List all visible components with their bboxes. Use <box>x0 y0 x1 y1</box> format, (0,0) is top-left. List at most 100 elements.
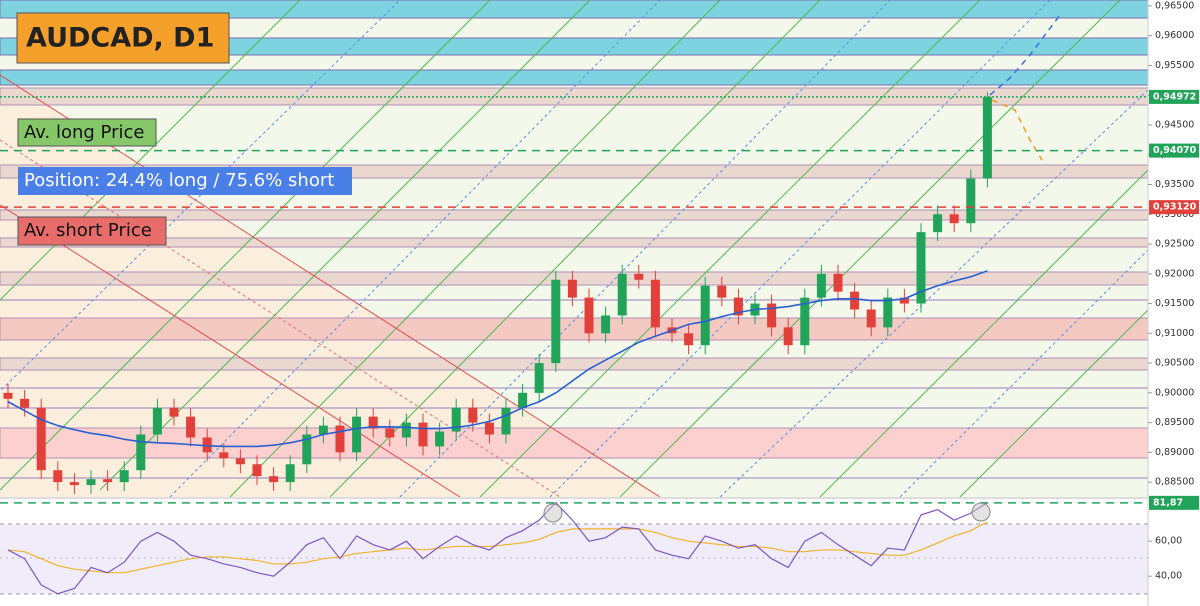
marks <box>0 92 1148 595</box>
candle-body <box>269 476 279 483</box>
channel-mid-lines <box>0 0 1148 497</box>
chart-title: AUDCAD, D1 <box>26 23 214 54</box>
candle-body <box>235 458 245 465</box>
y-tick-label: 40,00 <box>1155 571 1182 582</box>
candle-body <box>551 279 561 364</box>
candle-body <box>252 464 262 477</box>
candle-body <box>584 297 594 334</box>
y-tick-label: 0,91000 <box>1155 328 1194 339</box>
price-tag <box>1149 89 1199 104</box>
candle-body <box>966 178 976 224</box>
candle-body <box>36 407 46 471</box>
candle-body <box>418 422 428 447</box>
price-tag-label: 0,94972 <box>1153 91 1196 102</box>
candle-body <box>451 407 461 432</box>
price-tag <box>1149 143 1199 158</box>
candle-body <box>385 428 395 438</box>
candle-body <box>152 407 162 435</box>
candle-body <box>717 285 727 298</box>
rsi-band <box>0 524 1148 594</box>
candle-body <box>634 273 644 280</box>
zone <box>0 209 1148 221</box>
price-tag <box>1149 495 1199 510</box>
candle-body <box>767 303 777 328</box>
zone <box>0 317 1148 341</box>
background-zones <box>0 0 1148 497</box>
candle-body <box>518 392 528 408</box>
candle-body <box>601 315 611 334</box>
candle-body <box>119 470 129 483</box>
candle-body <box>684 333 694 346</box>
candle-body <box>949 214 959 224</box>
price-tag-label: 81,87 <box>1153 497 1183 508</box>
candle-body <box>86 479 96 486</box>
y-tick-label: 0,93000 <box>1155 209 1194 220</box>
candle-body <box>783 327 793 346</box>
rsi-peak-marker <box>971 502 991 522</box>
y-tick-label: 0,89500 <box>1155 417 1194 428</box>
candle-body <box>816 273 826 298</box>
y-tick-label: 0,93500 <box>1155 179 1194 190</box>
candle-body <box>186 416 196 438</box>
annotation-box <box>17 118 157 147</box>
zone <box>0 37 1148 56</box>
candle-body <box>866 309 876 328</box>
candle-body <box>617 273 627 316</box>
candle-body <box>833 273 843 292</box>
y-tick-label: 0,96000 <box>1155 30 1194 41</box>
candle-body <box>335 425 345 453</box>
candle-body <box>800 297 810 346</box>
price-tag-label: 0,94070 <box>1153 145 1197 156</box>
candle-body <box>53 470 63 483</box>
channel-lines <box>0 0 1148 497</box>
candle-body <box>700 285 710 346</box>
y-tick-label: 0,92500 <box>1155 239 1194 250</box>
annotation: Av. long Price <box>24 122 144 143</box>
candle-body <box>318 425 328 435</box>
down-channel-mid <box>0 139 561 497</box>
y-tick-label: 0,88500 <box>1155 477 1194 488</box>
title-box <box>16 12 230 64</box>
candle-body <box>169 407 179 417</box>
price-tag <box>1149 200 1199 215</box>
candle-body <box>933 214 943 233</box>
zone <box>0 69 1148 86</box>
annotation-box <box>17 216 167 246</box>
moving-average <box>7 270 988 448</box>
y-tick-label: 0,89000 <box>1155 447 1194 458</box>
rsi-line <box>7 501 988 595</box>
zone <box>0 237 1148 248</box>
rsi-peak-marker <box>543 503 563 523</box>
y-tick-label: 0,96500 <box>1155 0 1194 11</box>
candle-body <box>733 297 743 316</box>
y-tick-label: 0,95500 <box>1155 60 1194 71</box>
candle-body <box>567 279 577 298</box>
y-tick-label: 0,92000 <box>1155 268 1194 279</box>
candle-body <box>850 291 860 310</box>
candle-body <box>899 297 909 304</box>
candle-body <box>982 97 992 179</box>
y-tick-label: 0,90500 <box>1155 358 1194 369</box>
rsi-ma <box>7 521 988 574</box>
candle-body <box>302 434 312 465</box>
annotations: AUDCAD, D1 Av. long Price Position: 24.4… <box>16 12 352 246</box>
candle-body <box>103 479 113 483</box>
y-tick-label: 0,91500 <box>1155 298 1194 309</box>
price-tag-label: 0,93120 <box>1153 202 1197 213</box>
candle-body <box>484 422 494 435</box>
y-tick-label: 60,00 <box>1155 536 1182 547</box>
y-tick-label: 0,94500 <box>1155 119 1194 130</box>
candle-body <box>69 482 79 486</box>
candle-body <box>285 464 295 483</box>
annotation: Av. short Price <box>24 220 152 241</box>
candle-body <box>501 407 511 435</box>
candle-body <box>20 398 30 408</box>
annotation-box <box>18 167 352 195</box>
candle-body <box>219 452 229 459</box>
candle-body <box>916 232 926 304</box>
candle-body <box>435 431 445 447</box>
projection-up <box>989 14 1061 96</box>
candle-body <box>650 279 660 328</box>
